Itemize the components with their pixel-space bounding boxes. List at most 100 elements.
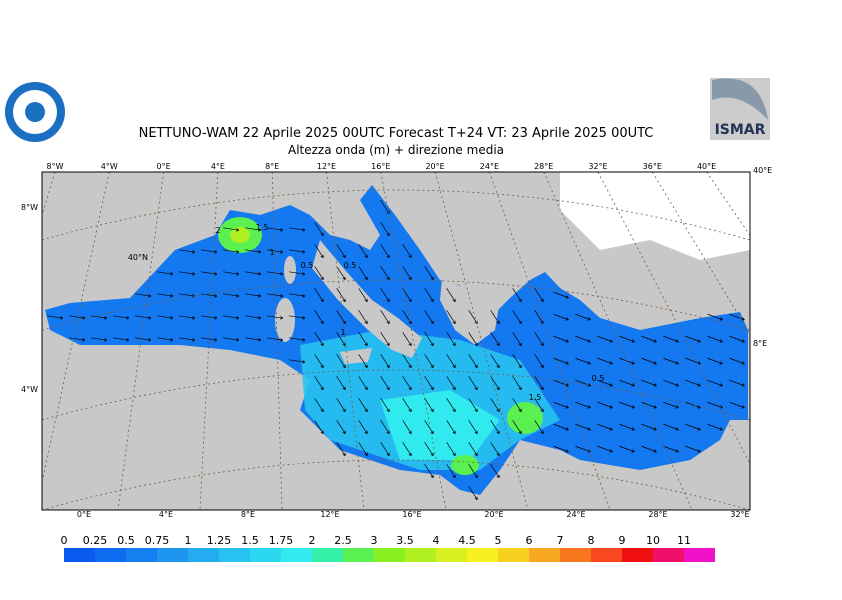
arrow (424, 376, 434, 391)
arrow (729, 335, 745, 343)
arrow (223, 249, 240, 254)
colorbar-box (126, 548, 157, 562)
arrow (512, 288, 522, 303)
arrow (534, 376, 544, 391)
arrow (314, 310, 324, 325)
contour-label: 1.5 (529, 393, 542, 402)
arrow (289, 271, 306, 276)
arrow (91, 315, 108, 320)
arrow (135, 293, 152, 298)
arrow (597, 335, 613, 343)
meridian (326, 172, 365, 510)
bottom-label: 32°E (730, 510, 749, 519)
arrow (402, 288, 412, 303)
meridian (380, 172, 447, 510)
arrow (468, 442, 478, 457)
arrow (468, 420, 478, 435)
arrow (512, 398, 522, 413)
arrow (157, 315, 174, 320)
arrow (490, 332, 500, 347)
arrow (424, 398, 434, 413)
arrow (534, 420, 544, 435)
arrow (424, 332, 434, 347)
arrow (179, 315, 196, 320)
colorbar-label: 1.75 (269, 534, 294, 547)
bottom-label: 4°E (159, 510, 173, 519)
subtitle: Altezza onda (m) + direzione media (288, 143, 504, 157)
arrow (402, 376, 412, 391)
map (42, 172, 750, 510)
top-label: 8°W (47, 162, 64, 171)
colorbar-label: 0.75 (145, 534, 170, 547)
arrow (424, 464, 434, 479)
colorbar: 0 0.25 0.5 0.75 1 1.25 1.5 1.75 2 2.5 3 3.5 4 4.5 5 6 7 8… (61, 534, 715, 562)
arrow (663, 423, 679, 431)
meridian (117, 172, 164, 510)
arrow (707, 335, 723, 343)
arrow (641, 379, 657, 387)
arrow (314, 288, 324, 303)
arrow (336, 420, 346, 435)
arrow (490, 354, 500, 369)
arrow (314, 376, 324, 391)
left-label: 8°W (21, 203, 38, 212)
arrow (685, 335, 701, 343)
meridian (543, 172, 693, 510)
arrow (512, 376, 522, 391)
arrow (380, 442, 390, 457)
arrow (663, 445, 679, 453)
arrow (553, 423, 569, 431)
arrow (553, 313, 569, 321)
arrow (512, 332, 522, 347)
arrow (641, 401, 657, 409)
arrow (424, 354, 434, 369)
arrow (267, 293, 284, 298)
arrow (619, 379, 635, 387)
arrow (113, 337, 130, 342)
arrow (314, 420, 324, 435)
arrow (446, 376, 456, 391)
colorbar-label: 0.5 (117, 534, 135, 547)
arrow (314, 354, 324, 369)
arrow (468, 310, 478, 325)
meridian (199, 172, 219, 510)
arrow (358, 244, 368, 259)
colorbar-box (684, 548, 715, 562)
arrow (223, 271, 240, 276)
bottom-label: 12°E (320, 510, 339, 519)
arrow (358, 420, 368, 435)
arrow (575, 423, 591, 431)
arrow (663, 357, 679, 365)
colorbar-label: 7 (557, 534, 564, 547)
colorbar-box (653, 548, 684, 562)
colorbar-label: 3.5 (396, 534, 414, 547)
contour-label: 2 (215, 226, 220, 235)
contour-label: 0.5 (592, 374, 605, 383)
arrow (490, 398, 500, 413)
arrow (619, 423, 635, 431)
arrow (512, 310, 522, 325)
arrow (336, 354, 346, 369)
colorbar-label: 1 (185, 534, 192, 547)
contour-label: 0.5 (344, 261, 357, 270)
meridian (597, 172, 750, 465)
bottom-label: 28°E (648, 510, 667, 519)
bottom-label: 8°E (241, 510, 255, 519)
top-label: 4°E (211, 162, 225, 171)
top-label: 4°W (101, 162, 118, 171)
colorbar-box (405, 548, 436, 562)
logo-right: ISMAR (710, 78, 770, 140)
arrow (619, 401, 635, 409)
right-label: 40°E (753, 166, 772, 175)
colorbar-label: 2.5 (334, 534, 352, 547)
arrow (223, 293, 240, 298)
arrow (729, 401, 745, 409)
top-label: 8°E (265, 162, 279, 171)
colorbar-box (95, 548, 126, 562)
arrow (641, 423, 657, 431)
arrow (512, 354, 522, 369)
colorbar-box (219, 548, 250, 562)
arrow (179, 271, 196, 276)
arrow (663, 379, 679, 387)
